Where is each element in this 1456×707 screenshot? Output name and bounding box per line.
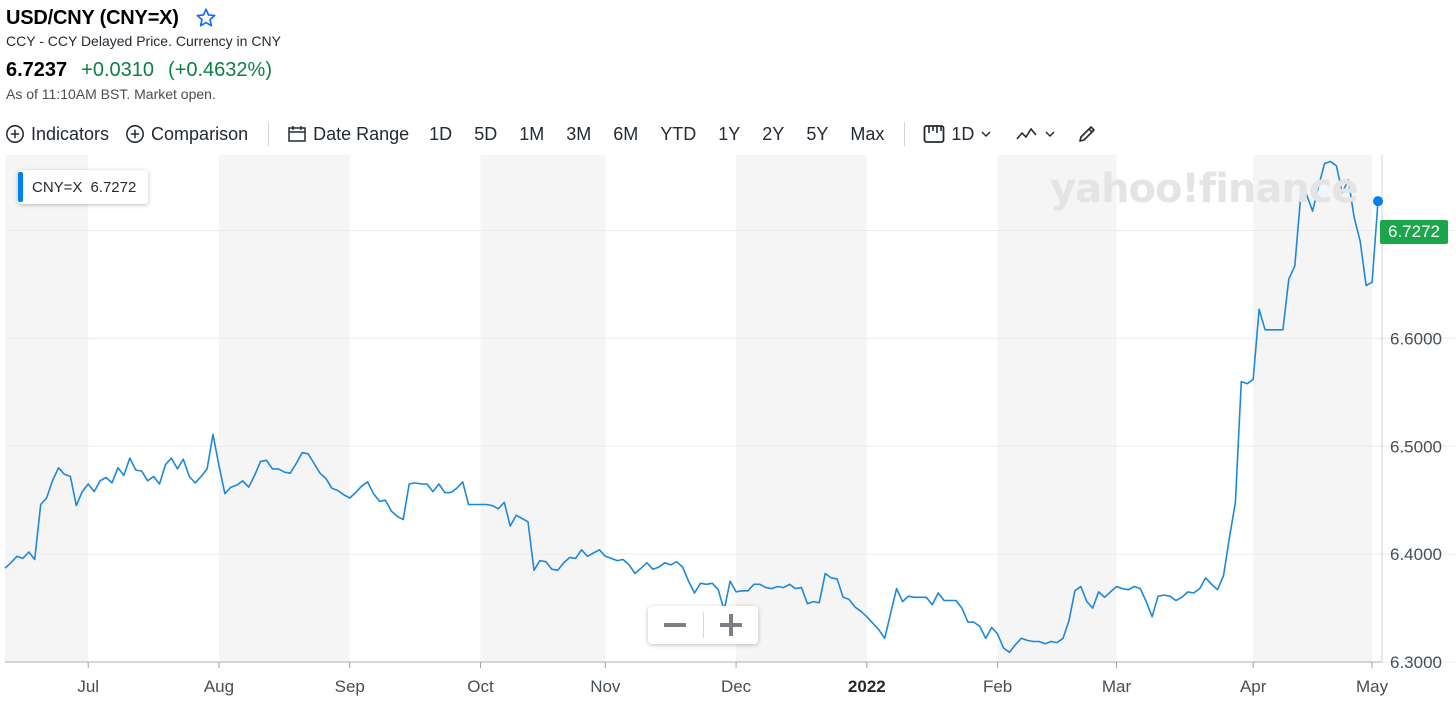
x-tick-label: Apr bbox=[1240, 677, 1267, 696]
price-line bbox=[4, 160, 1379, 654]
chart-toolbar: Indicators Comparison Date Range 1D 5D 1… bbox=[0, 118, 1456, 150]
pencil-icon bbox=[1079, 126, 1096, 142]
series-legend[interactable]: CNY=X 6.7272 bbox=[18, 170, 149, 204]
interval-dropdown[interactable]: 1D bbox=[923, 124, 992, 145]
range-5d[interactable]: 5D bbox=[474, 123, 498, 144]
chart-type-dropdown[interactable] bbox=[1016, 126, 1056, 142]
month-band bbox=[736, 155, 867, 662]
zoom-in-button[interactable] bbox=[704, 606, 759, 644]
range-1y[interactable]: 1Y bbox=[718, 123, 741, 144]
yahoo-finance-logo: yahoo!finance bbox=[1050, 166, 1359, 212]
chevron-down-icon bbox=[1045, 131, 1055, 138]
x-tick-label: Mar bbox=[1102, 677, 1132, 696]
draw-button[interactable] bbox=[1076, 123, 1098, 145]
current-price: 6.7237 bbox=[6, 59, 68, 81]
legend-symbol: CNY=X bbox=[32, 178, 83, 196]
indicators-button[interactable]: Indicators bbox=[5, 124, 109, 145]
x-tick-label: Oct bbox=[467, 677, 494, 696]
y-tick-label: 6.4000 bbox=[1390, 545, 1442, 564]
x-tick-label: Dec bbox=[721, 677, 752, 696]
y-tick-label: 6.6000 bbox=[1390, 329, 1442, 348]
comparison-button[interactable]: Comparison bbox=[125, 124, 248, 145]
y-tick-label: 6.3000 bbox=[1390, 653, 1442, 672]
date-range-button[interactable]: Date Range bbox=[287, 124, 409, 145]
date-range-label: Date Range bbox=[313, 123, 410, 144]
price-change-percent: (+0.4632%) bbox=[168, 59, 272, 81]
plus-circle-icon bbox=[126, 125, 144, 143]
range-max[interactable]: Max bbox=[850, 123, 885, 144]
line-chart-icon bbox=[1016, 127, 1037, 140]
price-chart[interactable]: Jul Aug Sep Oct Nov Dec 2022 Feb Mar Apr May 6.300… bbox=[0, 150, 1456, 707]
range-1m[interactable]: 1M bbox=[519, 123, 545, 144]
x-tick-label: Feb bbox=[983, 677, 1012, 696]
price-row: 6.7237 +0.0310 (+0.4632%) bbox=[6, 59, 281, 82]
x-tick-label: Aug bbox=[204, 677, 234, 696]
month-band bbox=[480, 155, 606, 662]
toolbar-divider bbox=[904, 122, 906, 146]
x-tick-label: Jul bbox=[77, 677, 99, 696]
quote-title: USD/CNY (CNY=X) bbox=[6, 6, 179, 29]
range-3m[interactable]: 3M bbox=[566, 123, 592, 144]
market-status: As of 11:10AM BST. Market open. bbox=[6, 86, 216, 102]
y-tick-label: 6.5000 bbox=[1390, 437, 1442, 456]
indicators-label: Indicators bbox=[31, 123, 110, 144]
legend-value: 6.7272 bbox=[90, 178, 137, 196]
title-row: USD/CNY (CNY=X) bbox=[6, 4, 281, 32]
x-tick-label: Sep bbox=[335, 677, 365, 696]
quote-header: USD/CNY (CNY=X) CCY - CCY Delayed Price.… bbox=[6, 4, 281, 103]
zoom-divider bbox=[702, 612, 704, 638]
legend-color-bar bbox=[18, 172, 23, 202]
star-icon[interactable] bbox=[195, 7, 217, 29]
x-tick-label: 2022 bbox=[848, 677, 886, 696]
month-band bbox=[1253, 155, 1373, 662]
zoom-control bbox=[648, 606, 758, 644]
calendar-icon bbox=[288, 126, 306, 142]
month-band bbox=[218, 155, 350, 662]
candlestick-icon bbox=[923, 125, 945, 143]
toolbar-divider bbox=[268, 122, 270, 146]
x-tick-label: Nov bbox=[590, 677, 621, 696]
plus-icon bbox=[719, 614, 742, 636]
range-5y[interactable]: 5Y bbox=[806, 123, 829, 144]
comparison-label: Comparison bbox=[151, 123, 249, 144]
price-change: +0.0310 bbox=[81, 59, 155, 81]
month-band bbox=[997, 155, 1117, 662]
minus-icon bbox=[664, 623, 687, 627]
last-price-dot bbox=[1373, 196, 1383, 207]
range-2y[interactable]: 2Y bbox=[762, 123, 785, 144]
month-band bbox=[5, 155, 89, 662]
plus-circle-icon bbox=[6, 125, 24, 143]
interval-label: 1D bbox=[951, 123, 975, 144]
chart-area[interactable]: Jul Aug Sep Oct Nov Dec 2022 Feb Mar Apr May 6.300… bbox=[0, 150, 1456, 707]
x-tick-label: May bbox=[1356, 677, 1389, 696]
range-1d[interactable]: 1D bbox=[429, 123, 453, 144]
chevron-down-icon bbox=[981, 131, 991, 138]
quote-subtitle: CCY - CCY Delayed Price. Currency in CNY bbox=[6, 33, 281, 49]
last-price-tag: 6.7272 bbox=[1380, 220, 1448, 244]
range-ytd[interactable]: YTD bbox=[660, 123, 697, 144]
zoom-out-button[interactable] bbox=[648, 606, 703, 644]
range-6m[interactable]: 6M bbox=[613, 123, 639, 144]
